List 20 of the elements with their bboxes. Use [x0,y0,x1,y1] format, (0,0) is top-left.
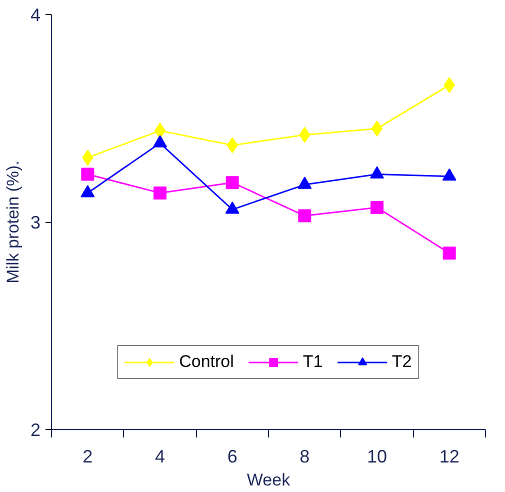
y-tick-label: 4 [30,5,41,25]
x-axis-title: Week [246,470,291,490]
x-tick-label: 2 [82,446,93,466]
x-tick-label: 6 [227,446,238,466]
x-tick-label: 12 [439,446,460,466]
point [298,209,312,222]
y-tick-label: 2 [30,420,41,440]
x-tick-label: 4 [154,446,166,466]
point [226,176,239,190]
y-tick-label: 3 [30,212,41,232]
point [154,186,166,200]
point [81,168,94,181]
legend-label: Control [179,352,234,372]
x-tick-label: 8 [300,446,310,466]
legend-label: T2 [392,352,412,372]
legend-label: T1 [302,352,323,372]
x-tick-label: 10 [366,446,388,466]
y-axis-title: Milk protein (%). [3,160,22,284]
point [442,246,456,260]
point [370,200,384,214]
